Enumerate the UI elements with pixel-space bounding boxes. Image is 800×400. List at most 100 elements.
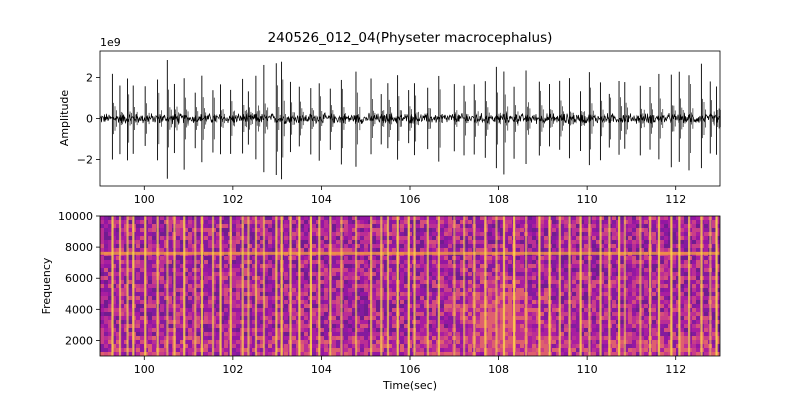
spectrogram-cell bbox=[628, 336, 632, 340]
spectrogram-cell bbox=[176, 280, 180, 284]
spectrogram-cell bbox=[432, 336, 436, 340]
spectrogram-cell bbox=[440, 320, 444, 324]
spectrogram-cell bbox=[500, 288, 504, 292]
spectrogram-cell bbox=[204, 280, 208, 284]
spectrogram-cell bbox=[236, 304, 240, 308]
spectrogram-cell bbox=[296, 352, 300, 356]
spectrogram-cell bbox=[224, 260, 228, 264]
spectrogram-cell bbox=[432, 340, 436, 344]
spectrogram-cell bbox=[236, 352, 240, 356]
spectrogram-cell bbox=[152, 352, 156, 356]
spectrogram-cell bbox=[192, 224, 196, 228]
spectrogram-cell bbox=[416, 308, 420, 312]
spectrogram-cell bbox=[120, 224, 124, 228]
spectrogram-cell bbox=[388, 264, 392, 268]
spectrogram-cell bbox=[620, 232, 624, 236]
spectrogram-cell bbox=[428, 276, 432, 280]
spectrogram-cell bbox=[264, 224, 268, 228]
spectrogram-cell bbox=[520, 236, 524, 240]
spectrogram-cell bbox=[360, 244, 364, 248]
spectrogram-cell bbox=[284, 244, 288, 248]
spectrogram-cell bbox=[612, 352, 616, 356]
spectrogram-cell bbox=[496, 244, 500, 248]
spectrogram-cell bbox=[540, 316, 544, 320]
spectrogram-cell bbox=[348, 328, 352, 332]
spectrogram-cell bbox=[584, 228, 588, 232]
spectrogram-cell bbox=[384, 300, 388, 304]
spectrogram-cell bbox=[220, 348, 224, 352]
spectrogram-cell bbox=[556, 260, 560, 264]
spectrogram-cell bbox=[188, 348, 192, 352]
spectrogram-cell bbox=[400, 340, 404, 344]
spectrogram-cell bbox=[312, 320, 316, 324]
spectrogram-cell bbox=[460, 232, 464, 236]
spectrogram-cell bbox=[160, 292, 164, 296]
spectrogram-cell bbox=[580, 300, 584, 304]
spectrogram-cell bbox=[316, 288, 320, 292]
spectrogram-cell bbox=[372, 256, 376, 260]
spectrogram-cell bbox=[256, 244, 260, 248]
spectrogram-cell bbox=[576, 304, 580, 308]
spectrogram-cell bbox=[532, 284, 536, 288]
spectrogram-cell bbox=[448, 348, 452, 352]
spectrogram-cell bbox=[580, 284, 584, 288]
spectrogram-cell bbox=[124, 304, 128, 308]
spectrogram-cell bbox=[560, 332, 564, 336]
spectrogram-cell bbox=[516, 280, 520, 284]
spectrogram-cell bbox=[632, 228, 636, 232]
spectrogram-cell bbox=[400, 312, 404, 316]
spectrogram-cell bbox=[540, 288, 544, 292]
spectrogram-cell bbox=[560, 272, 564, 276]
spectrogram-cell bbox=[448, 288, 452, 292]
spectrogram-cell bbox=[532, 228, 536, 232]
spectrogram-cell bbox=[300, 248, 304, 252]
spectrogram-cell bbox=[520, 352, 524, 356]
spectrogram-cell bbox=[160, 268, 164, 272]
spectrogram-cell bbox=[528, 336, 532, 340]
spectrogram-cell bbox=[352, 316, 356, 320]
spectrogram-cell bbox=[492, 308, 496, 312]
spectrogram-cell bbox=[100, 296, 104, 300]
spectrogram-cell bbox=[184, 268, 188, 272]
spectrogram-cell bbox=[580, 328, 584, 332]
spectrogram-cell bbox=[388, 240, 392, 244]
spectrogram-cell bbox=[152, 288, 156, 292]
spectrogram-cell bbox=[216, 220, 220, 224]
spectrogram-cell bbox=[224, 232, 228, 236]
spectrogram-cell bbox=[392, 256, 396, 260]
spectrogram-cell bbox=[376, 260, 380, 264]
spectrogram-cell bbox=[488, 332, 492, 336]
spectrogram-cell bbox=[532, 232, 536, 236]
spectrogram-cell bbox=[480, 284, 484, 288]
spectrogram-cell bbox=[596, 324, 600, 328]
spectrogram-cell bbox=[108, 276, 112, 280]
spectrogram-cell bbox=[128, 308, 132, 312]
spectrogram-cell bbox=[108, 320, 112, 324]
spectrogram-cell bbox=[264, 312, 268, 316]
spectrogram-cell bbox=[636, 220, 640, 224]
spectrogram-cell bbox=[208, 272, 212, 276]
spectrogram-cell bbox=[476, 228, 480, 232]
spectrogram-cell bbox=[372, 228, 376, 232]
spectrogram-cell bbox=[108, 244, 112, 248]
spectrogram-cell bbox=[152, 304, 156, 308]
spectrogram-cell bbox=[464, 240, 468, 244]
spectrogram-cell bbox=[456, 280, 460, 284]
spectrogram-cell bbox=[192, 296, 196, 300]
spectrogram-cell bbox=[404, 272, 408, 276]
spectrogram-cell bbox=[384, 216, 388, 220]
spectrogram-cell bbox=[192, 348, 196, 352]
spectrogram-cell bbox=[348, 276, 352, 280]
spectrogram-cell bbox=[604, 240, 608, 244]
spectrogram-cell bbox=[268, 224, 272, 228]
spectrogram-cell bbox=[260, 228, 264, 232]
spectrogram-cell bbox=[628, 256, 632, 260]
spectrogram-cell bbox=[580, 276, 584, 280]
spectrogram-cell bbox=[252, 348, 256, 352]
spectrogram-cell bbox=[344, 268, 348, 272]
spectrogram-cell bbox=[392, 228, 396, 232]
spectrogram-cell bbox=[384, 240, 388, 244]
spectrogram-cell bbox=[460, 264, 464, 268]
spectrogram-cell bbox=[440, 292, 444, 296]
spectrogram-cell bbox=[160, 288, 164, 292]
